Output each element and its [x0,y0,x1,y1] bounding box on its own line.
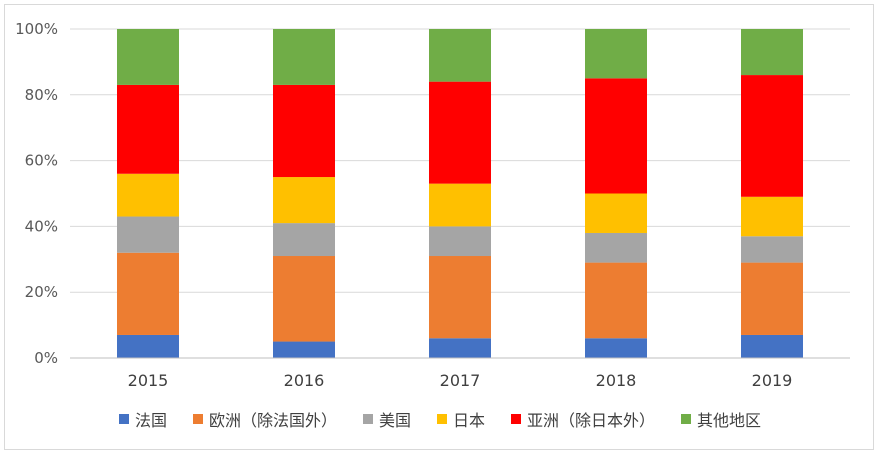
bar-segment [273,84,335,178]
stacked-bar-chart: 0% 20% 40% 60% 80% 100% 2015 2016 2017 2018 2019 [15,20,850,390]
legend-label: 美国 [378,411,411,430]
legend-swatch [118,414,129,424]
y-tick-label: 40% [25,217,58,235]
bar-segment [117,29,179,85]
y-tick-label: 20% [25,283,58,301]
bar-segment [117,216,179,253]
x-category-label: 2018 [596,371,637,390]
bar-segment [117,252,179,335]
legend-item: 法国 [118,407,167,431]
bar-segment [585,338,647,358]
bar-segment [273,177,335,224]
x-category-label: 2015 [128,371,169,390]
bar-segment [429,338,491,358]
bar-segment [585,232,647,263]
y-tick-label: 80% [25,86,58,104]
legend-item: 欧洲（除法国外） [192,407,337,431]
bar-segment [585,262,647,339]
legend-label: 亚洲（除日本外） [527,411,656,430]
legend-item: 其他地区 [681,407,761,431]
legend-item: 亚洲（除日本外） [511,407,655,431]
bar-segment [273,223,335,257]
bar-segment [273,256,335,342]
legend-label: 日本 [453,411,486,430]
legend-label: 其他地区 [697,411,762,430]
y-tick-label: 60% [25,152,58,170]
legend-label: 欧洲（除法国外） [208,411,337,430]
x-category-label: 2017 [440,371,481,390]
bar-segment [741,262,803,335]
bar-segment [117,84,179,174]
bar-segment [273,29,335,85]
bar-segment [429,29,491,82]
x-category-label: 2016 [284,371,325,390]
y-tick-label: 0% [34,349,58,367]
bar-segment [429,183,491,227]
bar-segment [741,236,803,263]
x-category-label: 2019 [752,371,793,390]
legend: 法国 欧洲（除法国外） 美国 日本 亚洲（除日本外） 其他地区 [0,405,880,433]
legend-swatch [437,414,447,424]
bar-segment [117,334,179,358]
bar-segment [741,196,803,237]
bar-segment [273,341,335,358]
bar-segment [585,29,647,79]
bar-segment [117,173,179,217]
y-tick-label: 100% [15,20,58,38]
legend-item: 日本 [437,407,485,431]
bar-segment [741,29,803,76]
legend-swatch [681,414,692,424]
bar-segment [429,81,491,184]
legend-label: 法国 [134,411,167,430]
bar-segment [585,78,647,194]
bar-segment [429,256,491,339]
legend-swatch [192,414,203,424]
legend-swatch [511,414,522,424]
bar-segment [741,334,803,358]
bar-segment [585,193,647,233]
legend-swatch [362,414,373,424]
bar-segment [741,75,803,197]
bar-segment [429,226,491,257]
legend-item: 美国 [362,407,411,431]
